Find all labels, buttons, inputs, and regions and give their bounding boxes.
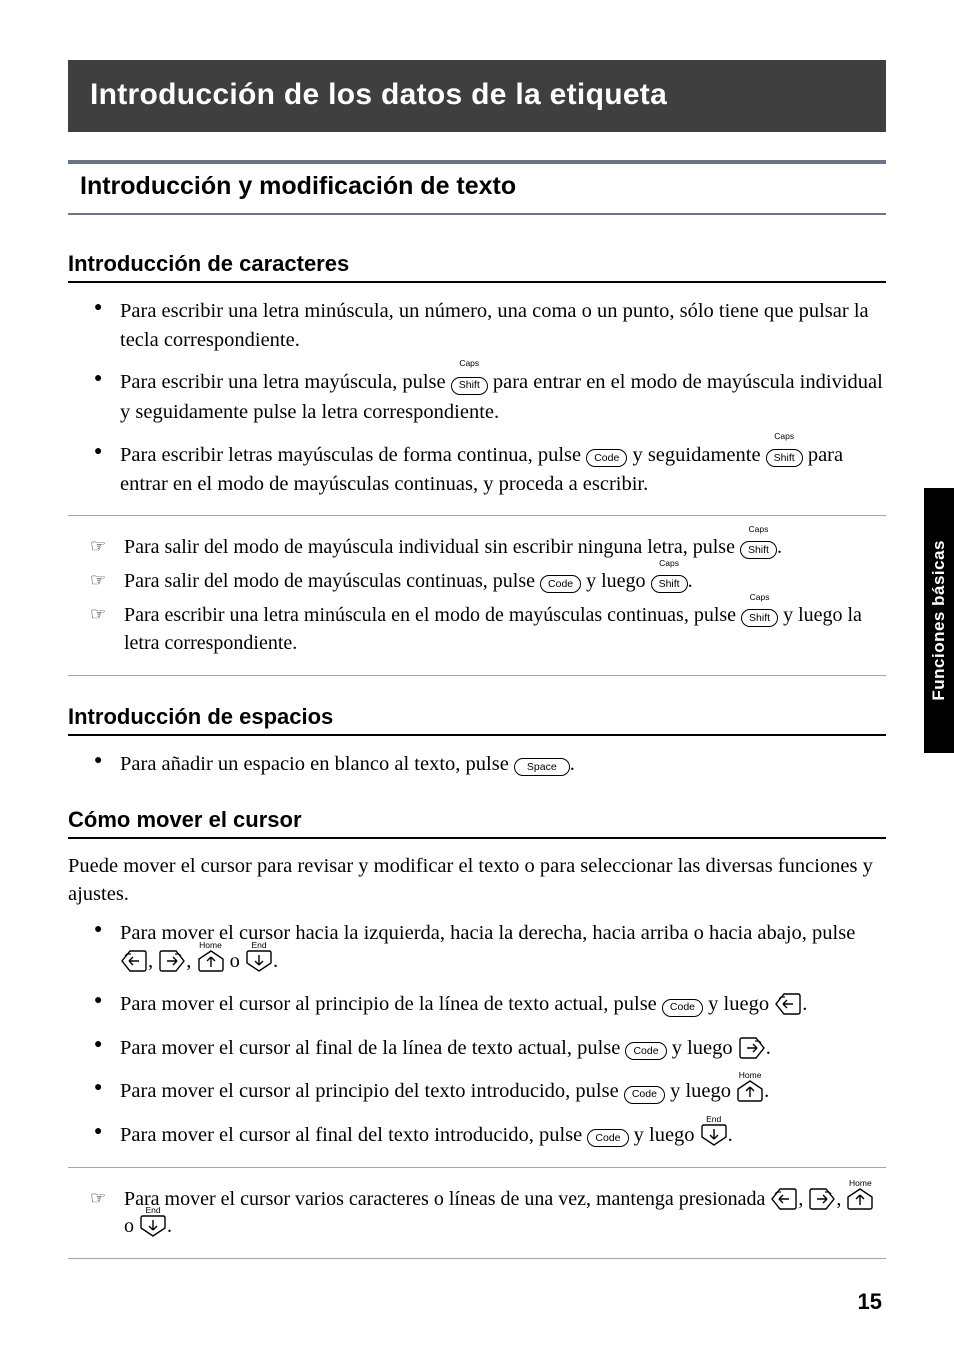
key-arrow-down-icon: End bbox=[140, 1215, 166, 1237]
key-arrow-left-icon bbox=[121, 950, 147, 972]
key-overlabel: Caps bbox=[459, 358, 479, 370]
key-overlabel: Home bbox=[849, 1178, 872, 1189]
key-shift-caps: Caps Shift bbox=[741, 603, 778, 630]
text-fragment: Para mover el cursor hacia la izquierda,… bbox=[120, 922, 855, 944]
key-arrow-up-icon: Home bbox=[847, 1188, 873, 1210]
list-item: Para escribir letras mayúsculas de forma… bbox=[100, 441, 886, 499]
text-fragment: y luego bbox=[634, 1124, 700, 1146]
key-overlabel: Caps bbox=[659, 558, 679, 569]
key-code: Code bbox=[586, 442, 627, 471]
list-item: Para escribir una letra mayúscula, pulse… bbox=[100, 368, 886, 426]
key-overlabel: Home bbox=[739, 1070, 762, 1082]
key-shift: Shift bbox=[740, 541, 777, 559]
text-fragment: Para mover el cursor al principio del te… bbox=[120, 1080, 624, 1102]
key-code: Code bbox=[587, 1122, 628, 1151]
note-list: Para salir del modo de mayúscula individ… bbox=[68, 534, 886, 657]
key-shift: Shift bbox=[451, 377, 488, 395]
key-overlabel: Home bbox=[199, 940, 222, 952]
key-arrow-right-icon bbox=[159, 950, 185, 972]
bullet-list-caracteres: Para escribir una letra minúscula, un nú… bbox=[68, 297, 886, 499]
key-overlabel: Caps bbox=[749, 524, 769, 535]
subheading-cursor: Cómo mover el cursor bbox=[68, 807, 886, 839]
key-shift: Shift bbox=[766, 449, 803, 467]
text-fragment: Para mover el cursor al final de la líne… bbox=[120, 1037, 625, 1059]
text-fragment: y seguidamente bbox=[632, 444, 765, 466]
key-code: Code bbox=[540, 569, 581, 596]
list-item: Para mover el cursor al final de la líne… bbox=[100, 1034, 886, 1064]
key-shift: Shift bbox=[741, 609, 778, 627]
key-arrow-down-icon: End bbox=[246, 950, 272, 972]
subheading-espacios: Introducción de espacios bbox=[68, 704, 886, 736]
key-code: Code bbox=[624, 1078, 665, 1107]
subheading-caracteres: Introducción de caracteres bbox=[68, 251, 886, 283]
note-item: Para escribir una letra minúscula en el … bbox=[90, 602, 886, 657]
note-box-cursor: Para mover el cursor varios caracteres o… bbox=[68, 1167, 886, 1259]
key-code-label: Code bbox=[624, 1086, 665, 1104]
text-fragment: Para escribir una letra minúscula en el … bbox=[124, 604, 741, 626]
list-item: Para mover el cursor al final del texto … bbox=[100, 1121, 886, 1151]
key-overlabel: Caps bbox=[774, 431, 794, 443]
note-item: Para salir del modo de mayúscula individ… bbox=[90, 534, 886, 562]
bullet-list-cursor: Para mover el cursor hacia la izquierda,… bbox=[68, 919, 886, 1151]
key-code-label: Code bbox=[540, 575, 581, 593]
key-shift-caps: Caps Shift bbox=[451, 369, 488, 398]
key-arrow-up-icon: Home bbox=[737, 1080, 763, 1102]
key-arrow-up-icon: Home bbox=[198, 950, 224, 972]
key-overlabel: End bbox=[706, 1114, 721, 1126]
note-box-caracteres: Para salir del modo de mayúscula individ… bbox=[68, 515, 886, 676]
key-code-label: Code bbox=[587, 1129, 628, 1147]
bullet-list-espacios: Para añadir un espacio en blanco al text… bbox=[68, 750, 886, 780]
key-overlabel: Caps bbox=[750, 592, 770, 603]
key-arrow-left-icon bbox=[771, 1188, 797, 1210]
key-space: Space bbox=[514, 751, 570, 780]
chapter-title-bar: Introducción de los datos de la etiqueta bbox=[68, 60, 886, 132]
key-code-label: Code bbox=[586, 449, 627, 467]
text-fragment: Para escribir letras mayúsculas de forma… bbox=[120, 444, 586, 466]
key-arrow-right-icon bbox=[739, 1037, 765, 1059]
chapter-title: Introducción de los datos de la etiqueta bbox=[90, 78, 864, 112]
list-item: Para mover el cursor al principio de la … bbox=[100, 990, 886, 1020]
text-fragment: y luego bbox=[586, 570, 650, 592]
list-item: Para añadir un espacio en blanco al text… bbox=[100, 750, 886, 780]
key-code-label: Code bbox=[662, 999, 703, 1017]
text-fragment: Para añadir un espacio en blanco al text… bbox=[120, 753, 514, 775]
text-fragment: Para salir del modo de mayúscula individ… bbox=[124, 536, 740, 558]
list-item: Para escribir una letra minúscula, un nú… bbox=[100, 297, 886, 354]
key-code-label: Code bbox=[625, 1042, 666, 1060]
key-shift-caps: Caps Shift bbox=[651, 569, 688, 596]
key-code: Code bbox=[625, 1035, 666, 1064]
text-fragment: Para mover el cursor al principio de la … bbox=[120, 993, 662, 1015]
key-arrow-right-icon bbox=[809, 1188, 835, 1210]
section-heading: Introducción y modificación de texto bbox=[80, 172, 882, 201]
text-fragment: y luego bbox=[708, 993, 774, 1015]
key-shift-caps: Caps Shift bbox=[766, 442, 803, 471]
note-item: Para mover el cursor varios caracteres o… bbox=[90, 1186, 886, 1240]
note-list: Para mover el cursor varios caracteres o… bbox=[68, 1186, 886, 1240]
key-space-label: Space bbox=[514, 758, 570, 776]
list-item: Para mover el cursor al principio del te… bbox=[100, 1077, 886, 1107]
key-arrow-down-icon: End bbox=[701, 1124, 727, 1146]
text-fragment: y luego bbox=[672, 1037, 738, 1059]
page-number: 15 bbox=[858, 1289, 882, 1315]
key-overlabel: End bbox=[251, 940, 266, 952]
key-code: Code bbox=[662, 991, 703, 1020]
key-arrow-left-icon bbox=[775, 993, 801, 1015]
section-heading-block: Introducción y modificación de texto bbox=[68, 160, 886, 215]
text-fragment: o bbox=[124, 1215, 139, 1237]
text-fragment: Para salir del modo de mayúsculas contin… bbox=[124, 570, 540, 592]
key-shift-caps: Caps Shift bbox=[740, 535, 777, 562]
list-item: Para mover el cursor hacia la izquierda,… bbox=[100, 919, 886, 976]
text-fragment: Para mover el cursor varios caracteres o… bbox=[124, 1188, 770, 1210]
key-shift: Shift bbox=[651, 575, 688, 593]
key-overlabel: End bbox=[145, 1205, 160, 1216]
text-fragment: y luego bbox=[670, 1080, 736, 1102]
text-fragment: o bbox=[230, 950, 245, 972]
text-fragment: Para mover el cursor al final del texto … bbox=[120, 1124, 587, 1146]
side-tab: Funciones básicas bbox=[924, 488, 954, 753]
text-fragment: Para escribir una letra mayúscula, pulse bbox=[120, 371, 451, 393]
intro-paragraph: Puede mover el cursor para revisar y mod… bbox=[68, 853, 886, 908]
side-tab-label: Funciones básicas bbox=[929, 540, 949, 701]
